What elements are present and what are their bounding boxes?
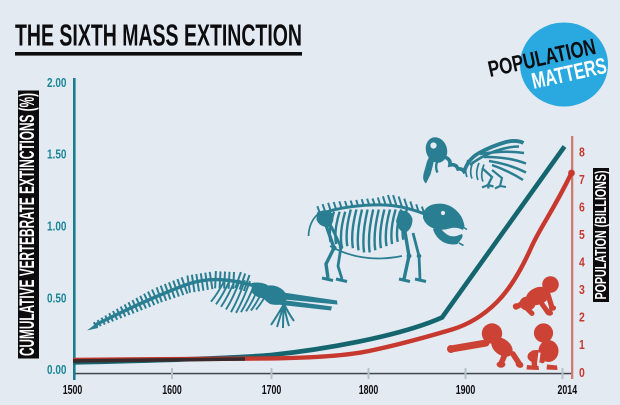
svg-text:THE SIXTH MASS EXTINCTION: THE SIXTH MASS EXTINCTION [15,18,302,53]
svg-text:6: 6 [579,201,585,215]
svg-text:2014: 2014 [558,382,578,397]
svg-text:1: 1 [579,338,585,352]
svg-text:2: 2 [579,311,585,325]
svg-text:POPULATION (BILLIONS): POPULATION (BILLIONS) [593,171,610,300]
svg-text:0: 0 [579,366,585,380]
svg-text:0.00: 0.00 [47,363,67,377]
svg-text:4: 4 [579,256,585,270]
svg-text:1.50: 1.50 [47,148,67,162]
svg-text:1500: 1500 [63,382,83,397]
svg-text:8: 8 [579,145,585,159]
svg-text:1900: 1900 [456,382,476,397]
svg-text:1700: 1700 [262,382,282,397]
svg-text:0.50: 0.50 [47,292,67,306]
svg-text:2.00: 2.00 [47,76,67,90]
svg-text:CUMULATIVE VERTEBRATE EXTINCTI: CUMULATIVE VERTEBRATE EXTINCTIONS (%) [15,93,39,356]
svg-text:5: 5 [579,228,585,242]
svg-text:7: 7 [579,173,585,187]
svg-text:1800: 1800 [359,382,379,397]
svg-text:3: 3 [579,283,585,297]
svg-text:1.00: 1.00 [47,220,67,234]
svg-text:1600: 1600 [162,382,182,397]
